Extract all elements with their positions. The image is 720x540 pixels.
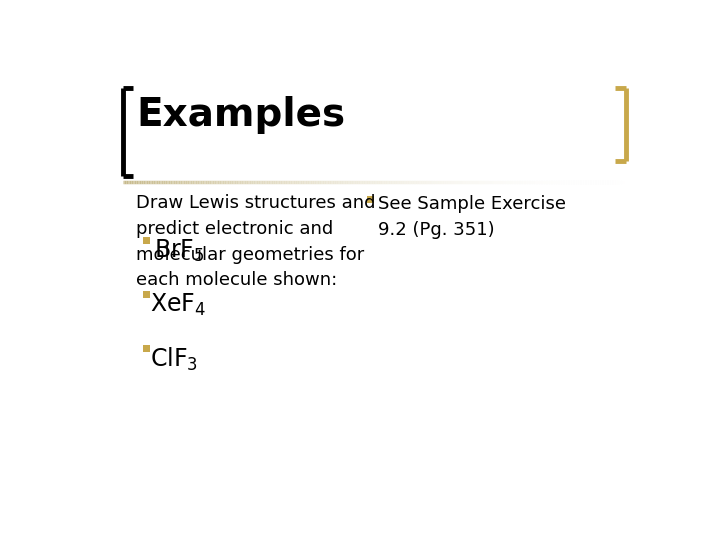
Bar (143, 291, 150, 298)
Text: See Sample Exercise
9.2 (Pg. 351): See Sample Exercise 9.2 (Pg. 351) (378, 195, 567, 239)
Text: Examples: Examples (137, 96, 346, 133)
Bar (367, 195, 374, 202)
Text: Draw Lewis structures and
predict electronic and
molecular geometries for
each m: Draw Lewis structures and predict electr… (137, 194, 376, 289)
Bar (143, 237, 150, 244)
Bar (143, 345, 150, 352)
Text: ClF$_3$: ClF$_3$ (150, 346, 198, 373)
Text: BrF$_5$: BrF$_5$ (154, 238, 205, 264)
Text: XeF$_4$: XeF$_4$ (150, 292, 206, 318)
